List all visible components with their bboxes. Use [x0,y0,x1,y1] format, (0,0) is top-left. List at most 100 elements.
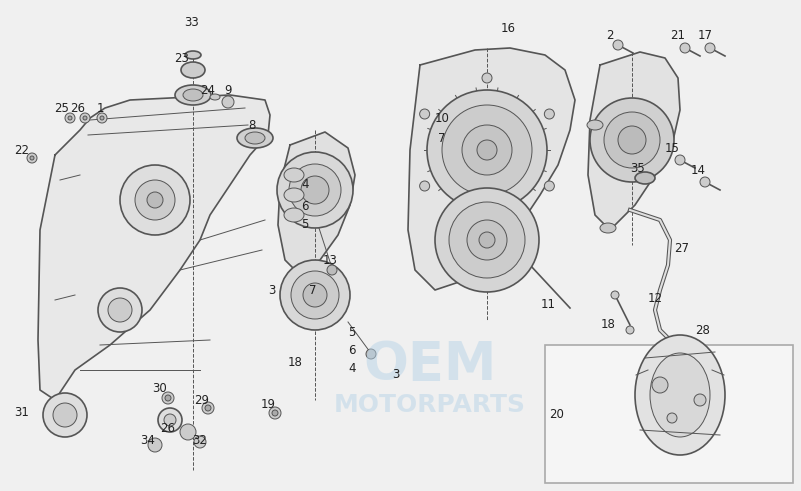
Text: 6: 6 [301,200,308,214]
Text: 13: 13 [323,253,337,267]
Ellipse shape [590,98,674,182]
Text: 26: 26 [160,421,175,435]
Circle shape [165,395,171,401]
Circle shape [700,177,710,187]
Circle shape [162,392,174,404]
Text: 15: 15 [665,141,679,155]
Circle shape [30,156,34,160]
Text: 19: 19 [260,399,276,411]
Circle shape [269,407,281,419]
Circle shape [147,192,163,208]
Circle shape [222,96,234,108]
Ellipse shape [635,335,725,455]
Circle shape [420,109,429,119]
Text: 20: 20 [549,409,565,421]
Text: 17: 17 [698,28,713,42]
Text: 4: 4 [301,179,308,191]
Ellipse shape [291,271,339,319]
Text: 10: 10 [435,111,449,125]
Circle shape [667,413,677,423]
Text: 7: 7 [309,283,316,297]
Text: 27: 27 [674,242,690,254]
Text: 26: 26 [70,102,86,114]
Circle shape [545,181,554,191]
Ellipse shape [600,223,616,233]
Text: 11: 11 [541,299,556,311]
Circle shape [100,116,104,120]
Ellipse shape [237,128,273,148]
Circle shape [202,402,214,414]
Text: 30: 30 [153,382,167,394]
Circle shape [158,408,182,432]
Ellipse shape [183,89,203,101]
Circle shape [694,394,706,406]
Ellipse shape [449,202,525,278]
Ellipse shape [289,164,341,216]
Text: 34: 34 [140,434,155,446]
Circle shape [611,291,619,299]
Text: MOTORPARTS: MOTORPARTS [334,393,526,417]
Circle shape [194,436,206,448]
Text: 6: 6 [348,344,356,356]
Ellipse shape [245,132,265,144]
Text: 25: 25 [54,102,70,114]
Ellipse shape [301,176,329,204]
Text: 29: 29 [195,393,210,407]
Ellipse shape [477,140,497,160]
Text: 3: 3 [392,369,400,382]
Ellipse shape [467,220,507,260]
Text: 35: 35 [630,162,646,174]
Ellipse shape [277,152,353,228]
Text: 18: 18 [288,355,303,369]
Circle shape [53,403,77,427]
Text: 5: 5 [348,326,356,338]
Text: 1: 1 [96,102,104,114]
Text: 3: 3 [268,283,276,297]
Circle shape [626,326,634,334]
Ellipse shape [462,125,512,175]
Text: 22: 22 [14,143,30,157]
Circle shape [652,377,668,393]
Polygon shape [588,52,680,230]
Circle shape [135,180,175,220]
Circle shape [613,40,623,50]
Bar [545,345,793,483]
Ellipse shape [479,232,495,248]
Ellipse shape [442,105,532,195]
Circle shape [482,73,492,83]
Circle shape [148,438,162,452]
Text: 9: 9 [224,83,231,97]
Ellipse shape [280,260,350,330]
Text: 8: 8 [248,118,256,132]
Circle shape [705,43,715,53]
Text: 4: 4 [348,361,356,375]
Ellipse shape [427,90,547,210]
Text: 31: 31 [14,406,30,418]
Circle shape [680,43,690,53]
Circle shape [80,113,90,123]
Ellipse shape [175,85,211,105]
Text: 23: 23 [175,52,190,64]
Text: 7: 7 [438,132,445,144]
Circle shape [164,414,176,426]
Ellipse shape [618,126,646,154]
Circle shape [65,113,75,123]
Text: 32: 32 [192,434,207,446]
Circle shape [98,288,142,332]
Circle shape [545,109,554,119]
Text: 5: 5 [301,218,308,231]
Circle shape [482,217,492,227]
Ellipse shape [303,283,327,307]
Text: 21: 21 [670,28,686,42]
Ellipse shape [650,353,710,437]
Ellipse shape [284,168,304,182]
Ellipse shape [284,188,304,202]
Circle shape [27,153,37,163]
Circle shape [675,155,685,165]
Ellipse shape [604,112,660,168]
Circle shape [120,165,190,235]
Text: 33: 33 [184,16,199,28]
Ellipse shape [284,208,304,222]
Text: 14: 14 [690,164,706,176]
Circle shape [180,424,196,440]
